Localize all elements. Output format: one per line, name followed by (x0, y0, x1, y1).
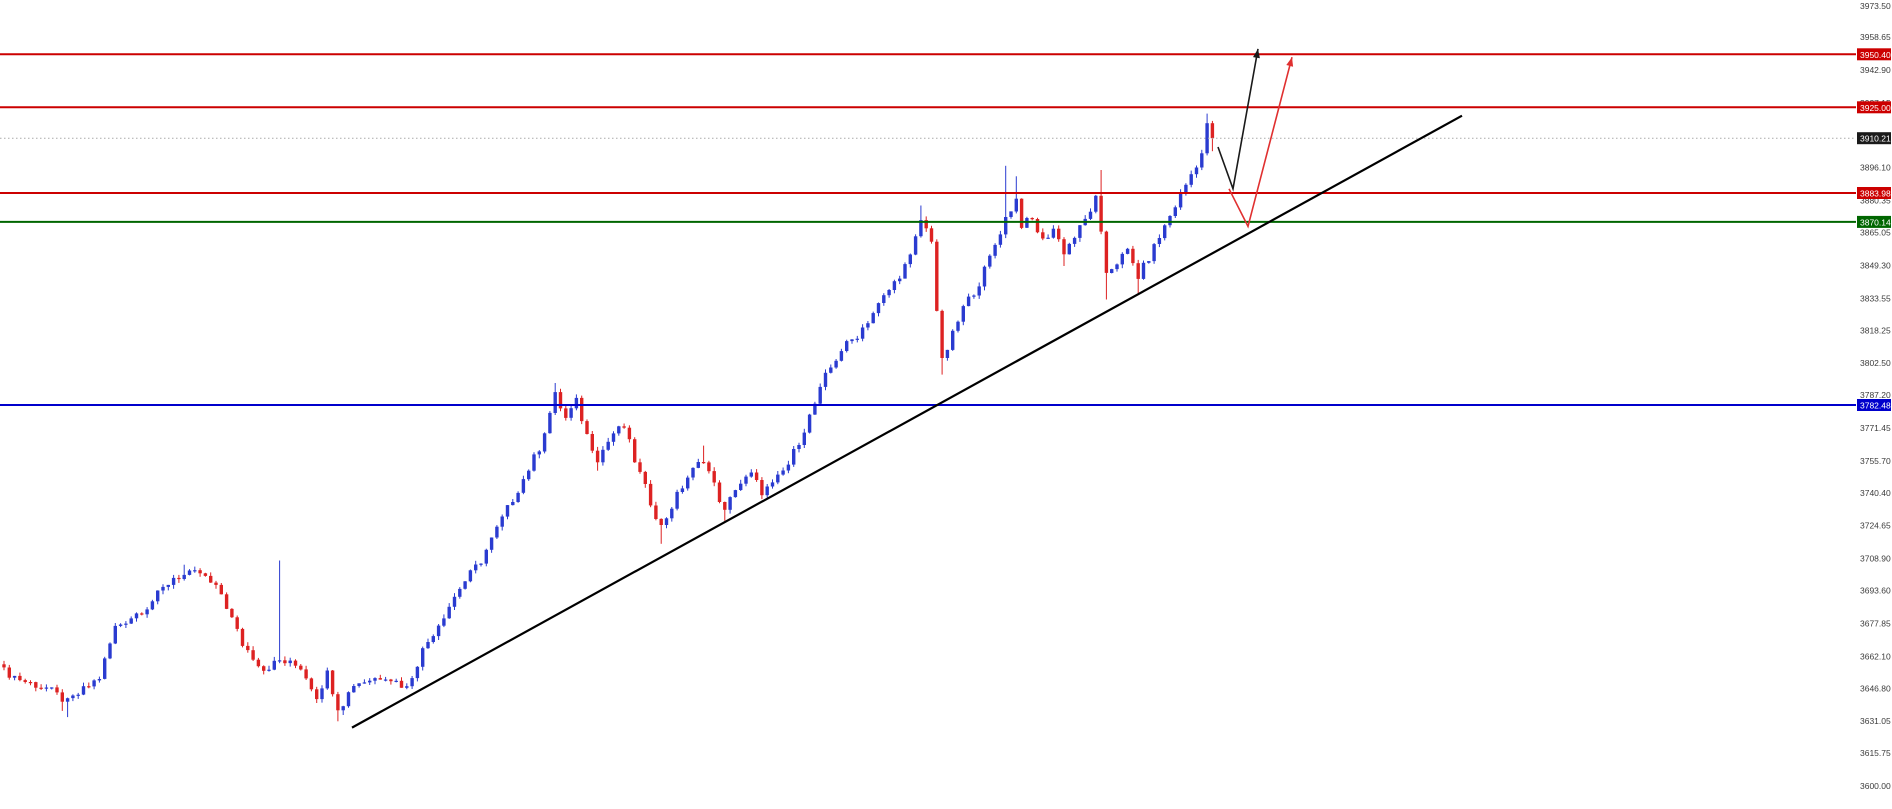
svg-text:3646.80: 3646.80 (1860, 683, 1891, 693)
svg-text:3708.90: 3708.90 (1860, 554, 1891, 564)
price-axis[interactable]: 3973.503958.653942.903927.153911.403896.… (1856, 0, 1892, 809)
svg-text:3910.21: 3910.21 (1860, 134, 1891, 144)
ascending-trendline[interactable] (351, 114, 1463, 729)
svg-text:3958.65: 3958.65 (1860, 32, 1891, 42)
pullback-then-rally-red-arrow[interactable] (1228, 56, 1294, 229)
svg-text:3755.70: 3755.70 (1860, 456, 1891, 466)
svg-text:3896.10: 3896.10 (1860, 163, 1891, 173)
svg-text:3771.45: 3771.45 (1860, 423, 1891, 433)
svg-text:3600.00: 3600.00 (1860, 781, 1891, 791)
svg-text:3973.50: 3973.50 (1860, 1, 1891, 11)
projection-arrows-layer[interactable] (1217, 48, 1294, 229)
levels-layer[interactable] (0, 53, 1856, 406)
svg-text:3787.20: 3787.20 (1860, 390, 1891, 400)
svg-text:3724.65: 3724.65 (1860, 521, 1891, 531)
svg-text:3677.85: 3677.85 (1860, 619, 1891, 629)
svg-text:3870.14: 3870.14 (1860, 217, 1891, 227)
svg-text:3631.05: 3631.05 (1860, 716, 1891, 726)
svg-text:3662.10: 3662.10 (1860, 651, 1891, 661)
svg-text:3782.48: 3782.48 (1860, 401, 1891, 411)
svg-text:3942.90: 3942.90 (1860, 65, 1891, 75)
pullback-then-rally-black-arrow[interactable] (1217, 48, 1260, 192)
svg-text:3950.40: 3950.40 (1860, 50, 1891, 60)
svg-text:3865.05: 3865.05 (1860, 228, 1891, 238)
svg-text:3925.00: 3925.00 (1860, 103, 1891, 113)
svg-text:3849.30: 3849.30 (1860, 260, 1891, 270)
svg-text:3615.75: 3615.75 (1860, 748, 1891, 758)
svg-text:3833.55: 3833.55 (1860, 293, 1891, 303)
svg-text:3818.25: 3818.25 (1860, 325, 1891, 335)
candles-layer (2, 113, 1215, 722)
svg-text:3740.40: 3740.40 (1860, 488, 1891, 498)
svg-text:3883.98: 3883.98 (1860, 189, 1891, 199)
svg-text:3693.60: 3693.60 (1860, 586, 1891, 596)
svg-text:3802.50: 3802.50 (1860, 358, 1891, 368)
svg-text:3880.35: 3880.35 (1860, 196, 1891, 206)
